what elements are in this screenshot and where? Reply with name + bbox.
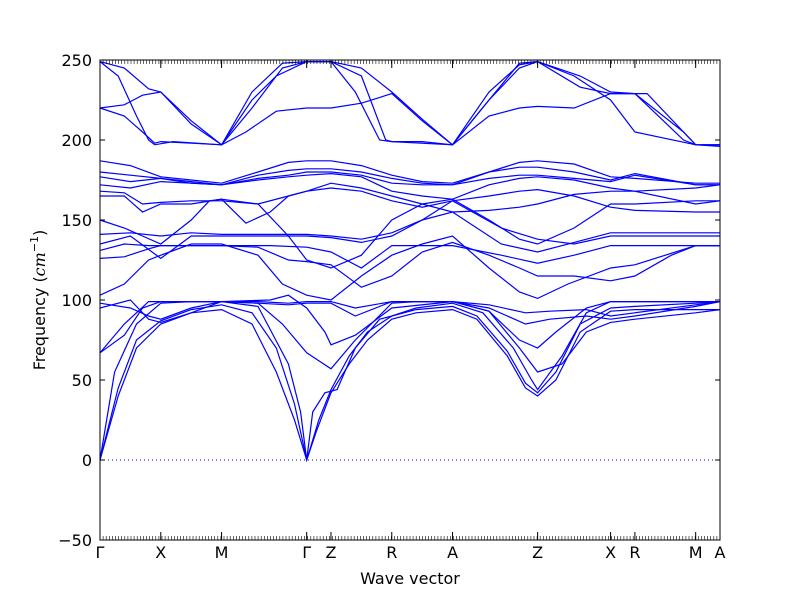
- band-line-23: [99, 60, 720, 146]
- y-axis-label-close: ): [30, 230, 49, 236]
- x-tick-label: Γ: [96, 543, 105, 562]
- x-tick-label: Γ: [302, 543, 311, 562]
- y-axis-label-text: Frequency (: [30, 276, 49, 370]
- x-axis-label: Wave vector: [360, 569, 460, 588]
- band-line-5: [99, 294, 721, 373]
- phonon-bands: [99, 60, 721, 463]
- band-line-15: [99, 182, 721, 213]
- y-tick-label: 150: [61, 211, 92, 230]
- x-tick-label: Z: [325, 543, 336, 562]
- band-line-22: [99, 60, 720, 146]
- band-line-2: [99, 301, 721, 463]
- band-line-6: [99, 299, 721, 325]
- y-axis-label: Frequency (cm−1): [28, 230, 49, 371]
- x-tick-label: R: [629, 543, 640, 562]
- band-line-13: [99, 198, 720, 269]
- y-axis-label-exponent: −1: [28, 236, 41, 252]
- y-tick-label: 200: [61, 131, 92, 150]
- x-tick-label: Z: [532, 543, 543, 562]
- y-tick-label: 0: [82, 451, 92, 470]
- band-line-21: [99, 60, 721, 147]
- y-tick-label: 250: [61, 51, 92, 70]
- band-line-19: [99, 160, 720, 184]
- band-line-17: [99, 171, 720, 186]
- y-axis-ticks: −50 0 50 100 150 200 250: [58, 51, 720, 550]
- band-line-14: [100, 187, 720, 224]
- y-tick-label: 50: [72, 371, 92, 390]
- band-line-18: [99, 166, 720, 186]
- minor-tick-marks: [99, 60, 721, 540]
- band-line-10: [99, 243, 720, 269]
- x-tick-label: M: [689, 543, 703, 562]
- x-tick-label: X: [155, 543, 166, 562]
- x-tick-label: M: [215, 543, 229, 562]
- band-line-11: [99, 200, 720, 260]
- y-tick-label: −50: [58, 531, 92, 550]
- y-tick-label: 100: [61, 291, 92, 310]
- x-tick-label: R: [386, 543, 397, 562]
- x-tick-label: A: [447, 543, 458, 562]
- band-line-1: [99, 308, 720, 462]
- band-line-7: [99, 301, 721, 320]
- x-tick-label: X: [605, 543, 616, 562]
- band-line-8: [99, 235, 720, 301]
- x-tick-label: A: [715, 543, 726, 562]
- band-line-12: [99, 211, 720, 253]
- y-axis-label-unit: cm: [30, 252, 49, 276]
